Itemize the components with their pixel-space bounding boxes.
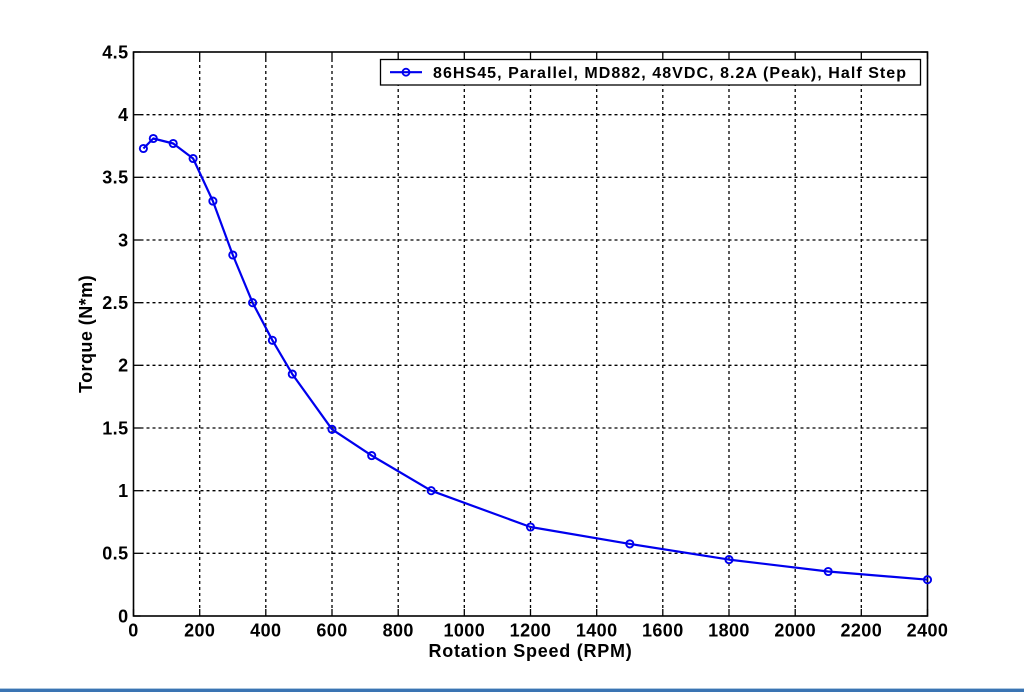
svg-text:400: 400 bbox=[250, 621, 281, 641]
svg-text:1400: 1400 bbox=[576, 621, 618, 641]
svg-text:200: 200 bbox=[184, 621, 215, 641]
svg-text:2000: 2000 bbox=[774, 621, 816, 641]
svg-text:600: 600 bbox=[316, 621, 347, 641]
svg-text:1.5: 1.5 bbox=[102, 418, 128, 438]
svg-text:0: 0 bbox=[118, 606, 128, 626]
svg-text:0: 0 bbox=[128, 621, 138, 641]
svg-text:2: 2 bbox=[118, 356, 128, 376]
svg-text:3.5: 3.5 bbox=[102, 168, 128, 188]
svg-text:1000: 1000 bbox=[443, 621, 485, 641]
svg-text:4: 4 bbox=[118, 105, 128, 125]
svg-text:3: 3 bbox=[118, 230, 128, 250]
svg-text:2200: 2200 bbox=[840, 621, 882, 641]
svg-text:0.5: 0.5 bbox=[102, 544, 128, 564]
svg-text:1200: 1200 bbox=[510, 621, 552, 641]
svg-text:1600: 1600 bbox=[642, 621, 684, 641]
svg-text:1800: 1800 bbox=[708, 621, 750, 641]
svg-text:Rotation Speed (RPM): Rotation Speed (RPM) bbox=[429, 641, 633, 661]
svg-text:800: 800 bbox=[383, 621, 414, 641]
svg-text:1: 1 bbox=[118, 481, 128, 501]
svg-text:86HS45, Parallel, MD882, 48VDC: 86HS45, Parallel, MD882, 48VDC, 8.2A (Pe… bbox=[433, 65, 907, 82]
svg-text:2400: 2400 bbox=[907, 621, 949, 641]
svg-text:2.5: 2.5 bbox=[102, 293, 128, 313]
svg-text:4.5: 4.5 bbox=[102, 42, 128, 62]
svg-text:Torque (N*m): Torque (N*m) bbox=[76, 275, 96, 393]
